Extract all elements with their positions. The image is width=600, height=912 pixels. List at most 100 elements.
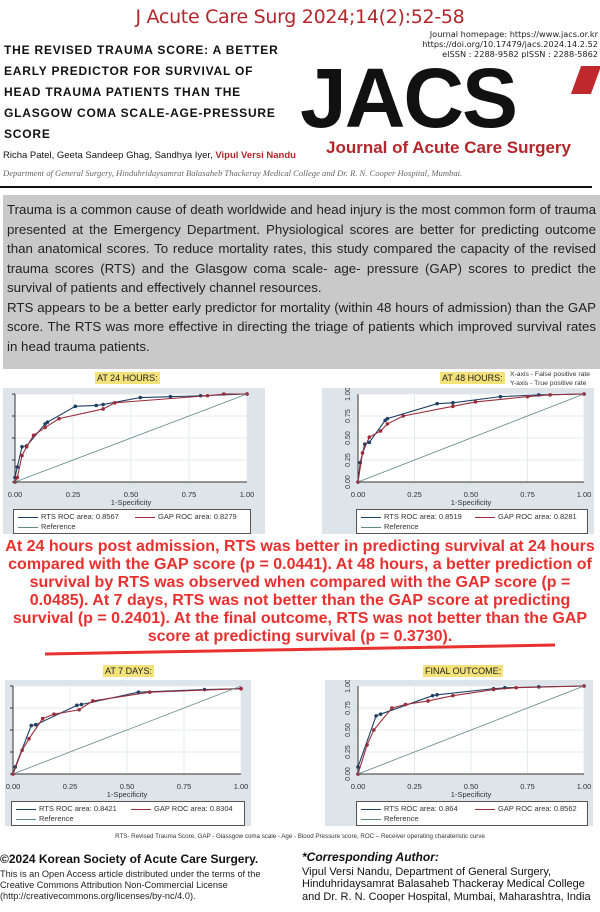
data-point-gap <box>548 393 552 397</box>
y-tick-label: 1.00 <box>345 388 352 401</box>
legend-label: RTS ROC area: 0.8567 <box>41 512 119 521</box>
legend-label: GAP ROC area: 0.8281 <box>498 512 577 521</box>
issn: eISSN : 2288-9582 pISSN : 2288-5862 <box>442 49 598 59</box>
roc-line-gap <box>14 393 247 483</box>
journal-homepage[interactable]: Journal homepage: https://www.jacs.or.kr <box>429 29 598 39</box>
x-tick-label: 0.25 <box>407 782 422 791</box>
data-point-gap <box>20 453 24 458</box>
x-tick-label: 0.00 <box>351 782 366 791</box>
x-tick-label: 0.75 <box>182 490 197 499</box>
corresponding-details: Vipul Versi Nandu, Department of General… <box>302 866 591 903</box>
x-tick-label: 0.00 <box>351 490 366 499</box>
legend-swatch <box>475 808 495 810</box>
data-point-gap <box>367 435 372 439</box>
data-point-rts <box>34 722 38 727</box>
affiliation: Department of General Surgery, Hinduhrid… <box>3 168 463 178</box>
data-point-gap <box>40 716 45 721</box>
data-point-gap <box>91 699 95 703</box>
data-point-gap <box>101 407 105 411</box>
axis-note: X-axis - False positive rate Y-axis - Tr… <box>510 370 590 388</box>
legend-item: GAP ROC area: 0.8562 <box>475 804 577 813</box>
jacs-logo: JACS <box>300 51 518 145</box>
roc-chart: 0.000.00 0.25 0.25 0.50 0.50 0.75 0.75 1.00 1.00… <box>345 680 592 799</box>
legend-swatch <box>475 516 495 518</box>
chart-title: AT 48 HOURS: <box>440 372 505 384</box>
roc-chart: 0.00 0.25 0.50 0.75 1.00 1-Specificity <box>8 392 254 507</box>
legend-label: GAP ROC area: 0.8562 <box>498 804 577 813</box>
y-tick-label: 0.00 <box>345 475 352 489</box>
roc-chart-panel: 0.00 0.25 0.50 0.75 1.00 1-Specificity RTS ROC… <box>3 388 265 534</box>
data-point-gap <box>24 445 29 449</box>
chart-legend: RTS ROC area: 0.8519 GAP ROC area: 0.8281… <box>356 509 588 534</box>
data-point-gap <box>148 690 152 694</box>
x-tick-label: 0.75 <box>177 782 192 791</box>
legend-item: RTS ROC area: 0.8519 <box>361 512 462 521</box>
data-point-gap <box>582 392 586 396</box>
legend-swatch <box>18 526 38 528</box>
roc-chart-panel: 0.00 0.00 0.25 0.25 0.50 0.50 0.75 0.75 1.00 1.00… <box>322 388 594 534</box>
chart-legend: RTS ROC area: 0.8567 GAP ROC area: 0.8279… <box>13 509 251 534</box>
data-point-gap <box>401 414 405 418</box>
x-tick-label: 0.50 <box>464 782 479 791</box>
legend-swatch <box>361 526 381 528</box>
data-point-rts <box>79 702 84 707</box>
legend-swatch <box>16 818 36 820</box>
chart-title: AT 24 HOURS: <box>95 372 160 384</box>
legend-label: RTS ROC area: 0.8421 <box>39 804 117 813</box>
chart-title: AT 7 DAYS: <box>103 665 155 677</box>
y-tick-label: 1.00 <box>345 680 352 693</box>
doi-link[interactable]: https://doi.org/10.17479/jacs.2024.14.2.… <box>422 39 598 49</box>
chart-legend: RTS ROC area: 0.864 GAP ROC area: 0.8562 R… <box>356 801 588 826</box>
data-point-gap <box>43 425 47 430</box>
corresponding-author: Vipul Versi Nandu <box>215 150 296 161</box>
data-point-rts <box>435 693 439 697</box>
data-point-rts <box>385 416 390 421</box>
data-point-gap <box>451 693 455 698</box>
data-point-gap <box>378 429 383 433</box>
chart-legend: RTS ROC area: 0.8421 GAP ROC area: 0.8304… <box>11 801 245 826</box>
legend-label: Reference <box>384 522 419 531</box>
legend-label: RTS ROC area: 0.8519 <box>384 512 462 521</box>
corr-line: and Dr. R. N. Cooper Hospital, Mumbai, M… <box>302 890 591 903</box>
data-point-gap <box>451 404 455 409</box>
data-point-rts <box>20 445 24 449</box>
x-tick-label: 1.00 <box>577 782 592 791</box>
data-point-gap <box>473 400 478 404</box>
data-point-rts <box>29 723 34 728</box>
roc-chart-panel: 0.00 0.25 0.50 0.75 1.00 1-Specificity RTS ROC… <box>5 680 251 826</box>
x-tick-label: 0.75 <box>520 782 535 791</box>
x-tick-label: 0.50 <box>124 490 139 499</box>
x-tick-label: 1.00 <box>577 490 592 499</box>
author: Richa Patel <box>3 150 52 161</box>
data-point-rts <box>430 693 435 698</box>
data-point-gap <box>20 748 24 753</box>
data-point-rts <box>75 703 79 708</box>
data-point-rts <box>356 765 360 769</box>
data-point-gap <box>77 707 81 712</box>
legend-swatch <box>16 808 36 810</box>
corr-line: Hinduhridaysamrat Balasaheb Thackeray Me… <box>302 878 585 891</box>
roc-chart: 0.00 0.25 0.50 0.75 1.00 1-Specificity <box>6 685 249 799</box>
data-point-rts <box>378 712 383 716</box>
abstract-background: Trauma is a common cause of death worldw… <box>7 202 596 295</box>
data-point-gap <box>11 772 15 776</box>
x-tick-label: 0.25 <box>63 782 78 791</box>
legend-swatch <box>361 818 381 820</box>
data-point-gap <box>360 451 365 455</box>
y-tick-label: 0.00 <box>345 767 352 781</box>
data-point-gap <box>491 687 496 692</box>
legend-item: Reference <box>16 814 74 823</box>
data-point-rts <box>136 690 141 694</box>
data-point-rts <box>15 465 20 469</box>
x-tick-label: 1.00 <box>234 782 249 791</box>
roc-chart-panel: 0.00 0.00 0.25 0.25 0.50 0.50 0.75 0.75 1.00 1.00… <box>325 680 593 826</box>
data-point-gap <box>112 401 117 405</box>
chart-title: FINAL OUTCOME: <box>423 665 504 677</box>
journal-name: Journal of Acute Care Surgery <box>326 138 571 157</box>
legend-item: GAP ROC area: 0.8279 <box>135 512 237 521</box>
author: Sandhya Iyer <box>154 150 211 161</box>
data-point-rts <box>498 394 503 399</box>
data-point-gap <box>31 433 36 438</box>
data-point-gap <box>57 416 61 421</box>
legend-item: RTS ROC area: 0.864 <box>361 804 458 813</box>
